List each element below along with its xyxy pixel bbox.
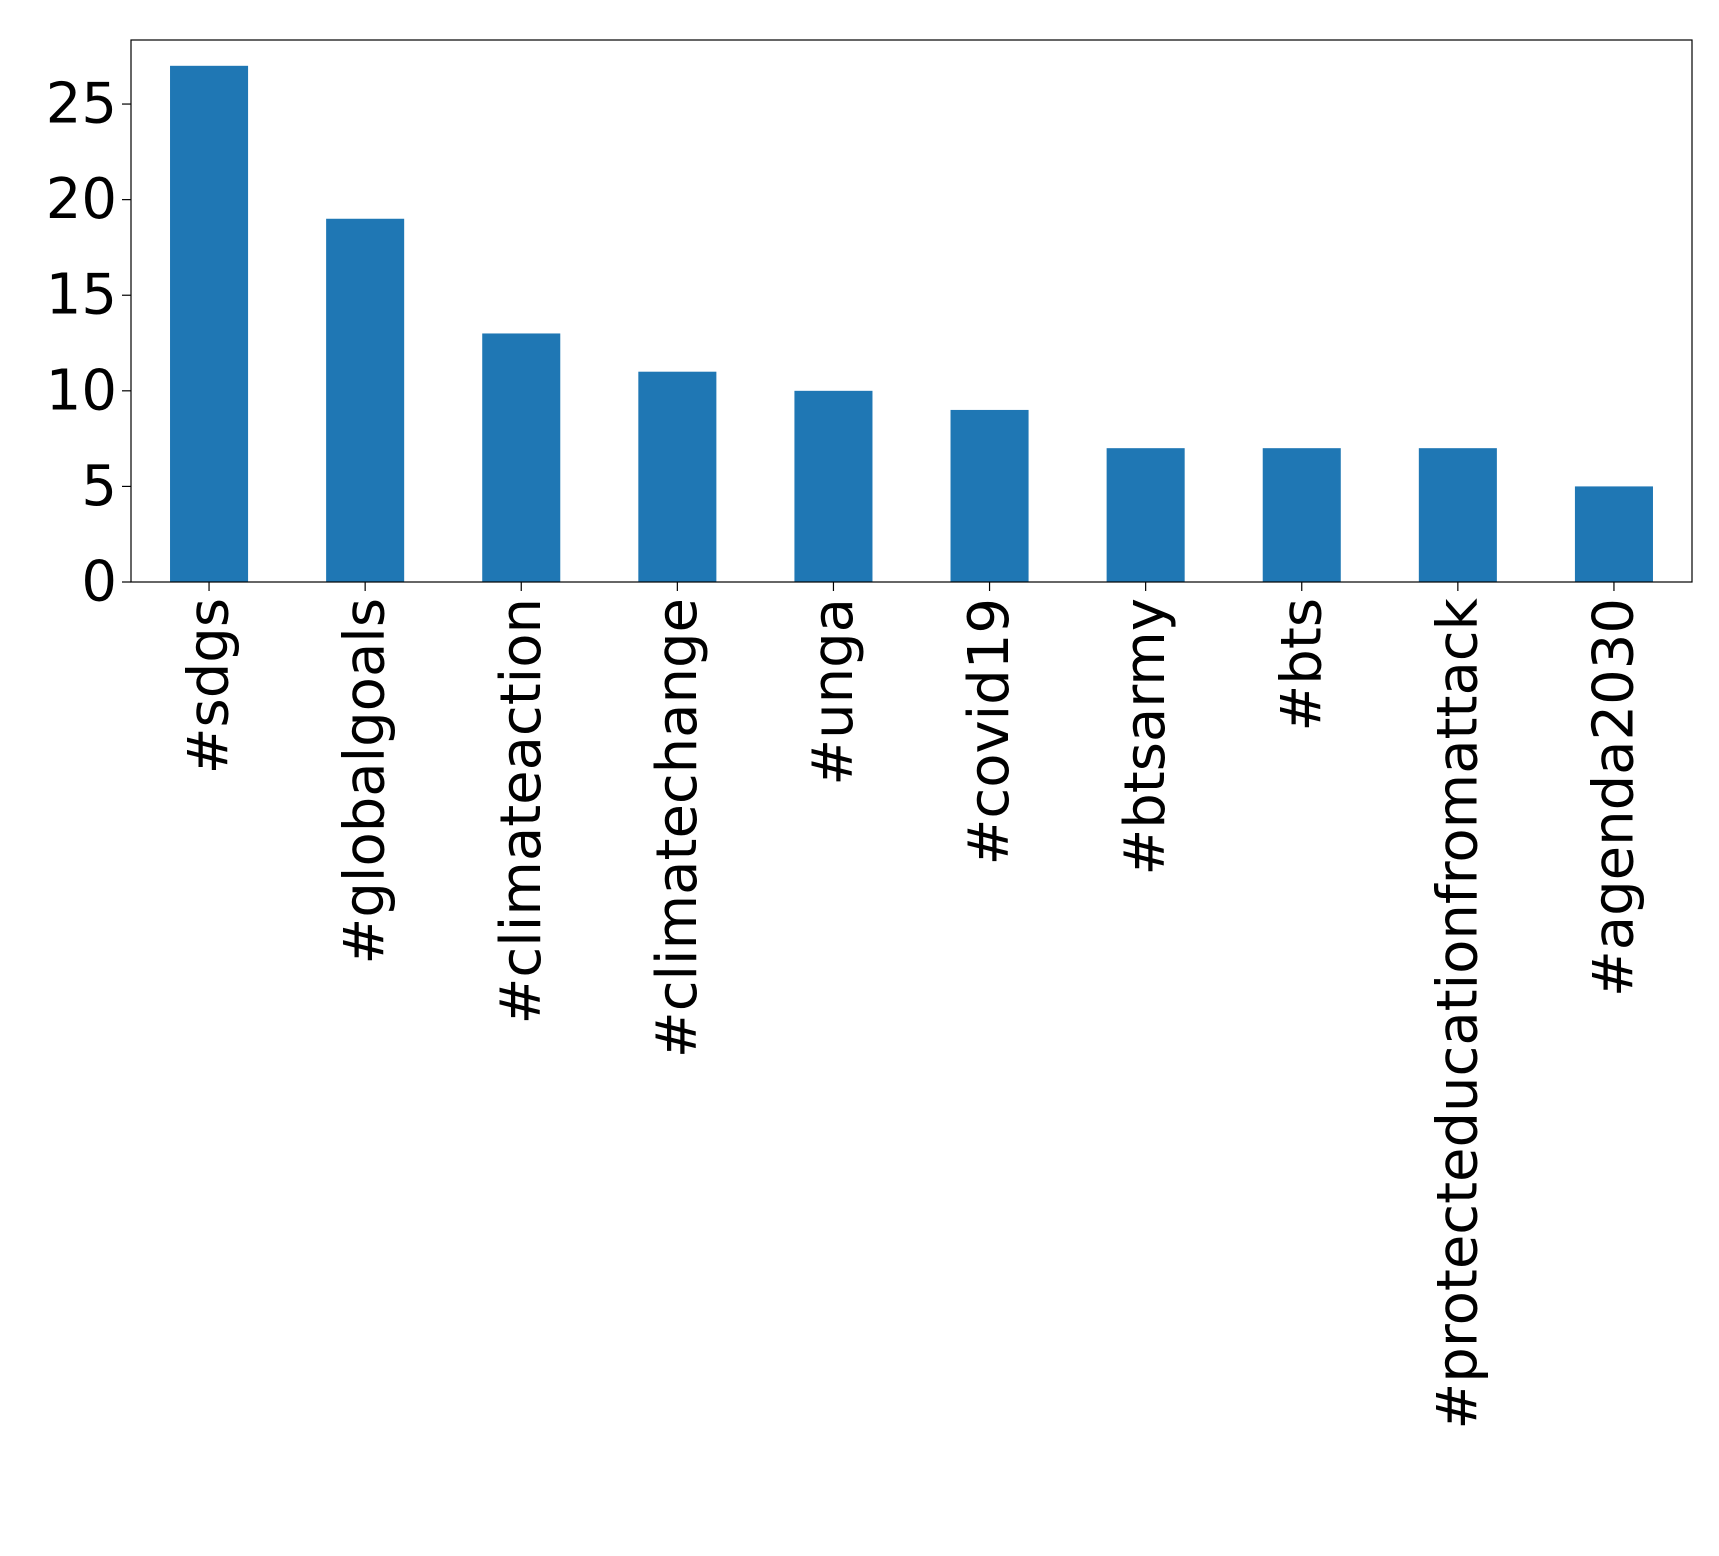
- x-tick-label: #climateaction: [489, 598, 554, 1024]
- y-tick-label: 15: [46, 263, 117, 328]
- bar-btsarmy: [1106, 448, 1185, 582]
- y-tick-label: 25: [46, 72, 117, 137]
- bar-covid19: [950, 409, 1029, 582]
- bar-sdgs: [170, 65, 249, 583]
- x-tick-label: #bts: [1269, 598, 1334, 732]
- y-tick-label: 5: [81, 454, 117, 519]
- bars-group: [170, 65, 1653, 583]
- x-tick-label: #sdgs: [177, 598, 242, 774]
- plot-frame: [130, 39, 1693, 583]
- bar-unga: [794, 390, 873, 582]
- bar-protecteducationfromattack: [1418, 448, 1497, 582]
- x-tick-label: #btsarmy: [1113, 598, 1178, 876]
- y-tick-label: 10: [46, 358, 117, 423]
- bar-agenda2030: [1574, 486, 1653, 582]
- x-tick-label: #unga: [801, 598, 866, 786]
- y-tick-label: 20: [46, 167, 117, 232]
- bar-bts: [1262, 448, 1341, 582]
- bar-globalgoals: [326, 218, 405, 582]
- x-tick-label: #globalgoals: [333, 598, 398, 965]
- x-axis: #sdgs #globalgoals #climateaction #climatec…: [177, 582, 1646, 1430]
- x-tick-label: #climatechange: [645, 598, 710, 1058]
- x-tick-label: #covid19: [957, 598, 1022, 865]
- y-tick-label: 0: [81, 550, 117, 615]
- y-axis: 0 5 10 15 20 25: [46, 72, 131, 615]
- x-tick-label: #agenda2030: [1581, 598, 1646, 997]
- x-tick-label: #protecteducationfromattack: [1425, 597, 1490, 1429]
- bar-climateaction: [482, 333, 561, 582]
- bar-climatechange: [638, 371, 717, 582]
